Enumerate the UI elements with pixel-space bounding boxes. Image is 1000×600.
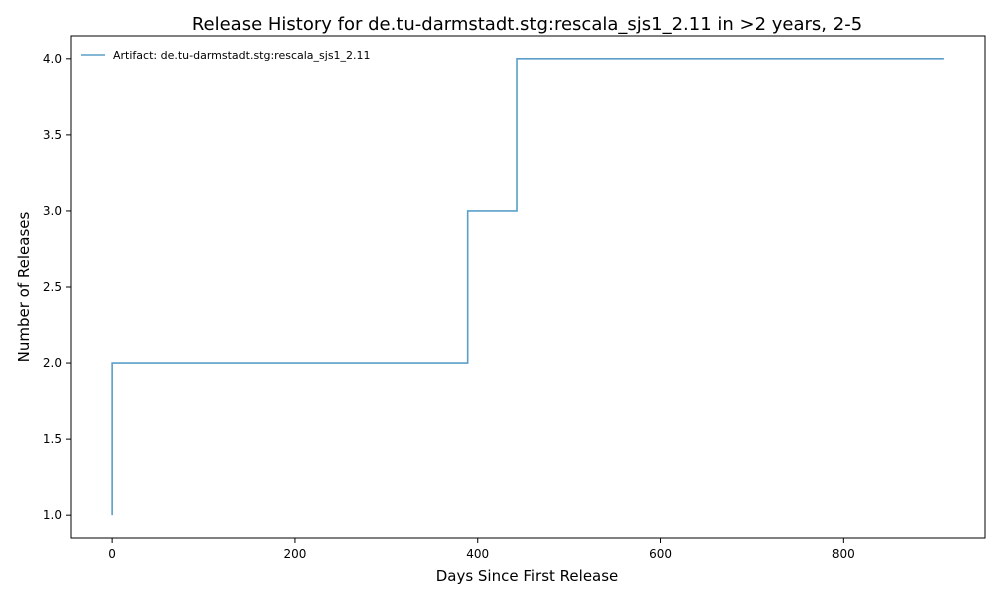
x-tick-label: 600: [649, 547, 672, 561]
x-axis-label: Days Since First Release: [436, 567, 619, 585]
x-tick-label: 200: [283, 547, 306, 561]
y-tick-label: 1.0: [43, 508, 62, 522]
y-tick-label: 2.0: [43, 356, 62, 370]
series-line-artifact: [111, 58, 944, 516]
legend: Artifact: de.tu-darmstadt.stg:rescala_sj…: [81, 49, 371, 62]
y-tick-label: 4.0: [43, 52, 62, 66]
x-tick-label: 400: [466, 547, 489, 561]
legend-entry-artifact: Artifact: de.tu-darmstadt.stg:rescala_sj…: [113, 49, 371, 62]
plot-area: [70, 35, 986, 539]
y-axis: 1.0 1.5 2.0 2.5 3.0 3.5 4.0: [43, 52, 71, 522]
x-tick-label: 0: [108, 547, 116, 561]
y-tick-label: 2.5: [43, 280, 62, 294]
x-axis: 0 200 400 600 800: [108, 538, 855, 561]
y-axis-label: Number of Releases: [15, 211, 33, 362]
x-tick-label: 800: [832, 547, 855, 561]
chart-title: Release History for de.tu-darmstadt.stg:…: [192, 14, 862, 35]
y-tick-label: 3.5: [43, 128, 62, 142]
y-tick-label: 1.5: [43, 432, 62, 446]
y-tick-label: 3.0: [43, 204, 62, 218]
